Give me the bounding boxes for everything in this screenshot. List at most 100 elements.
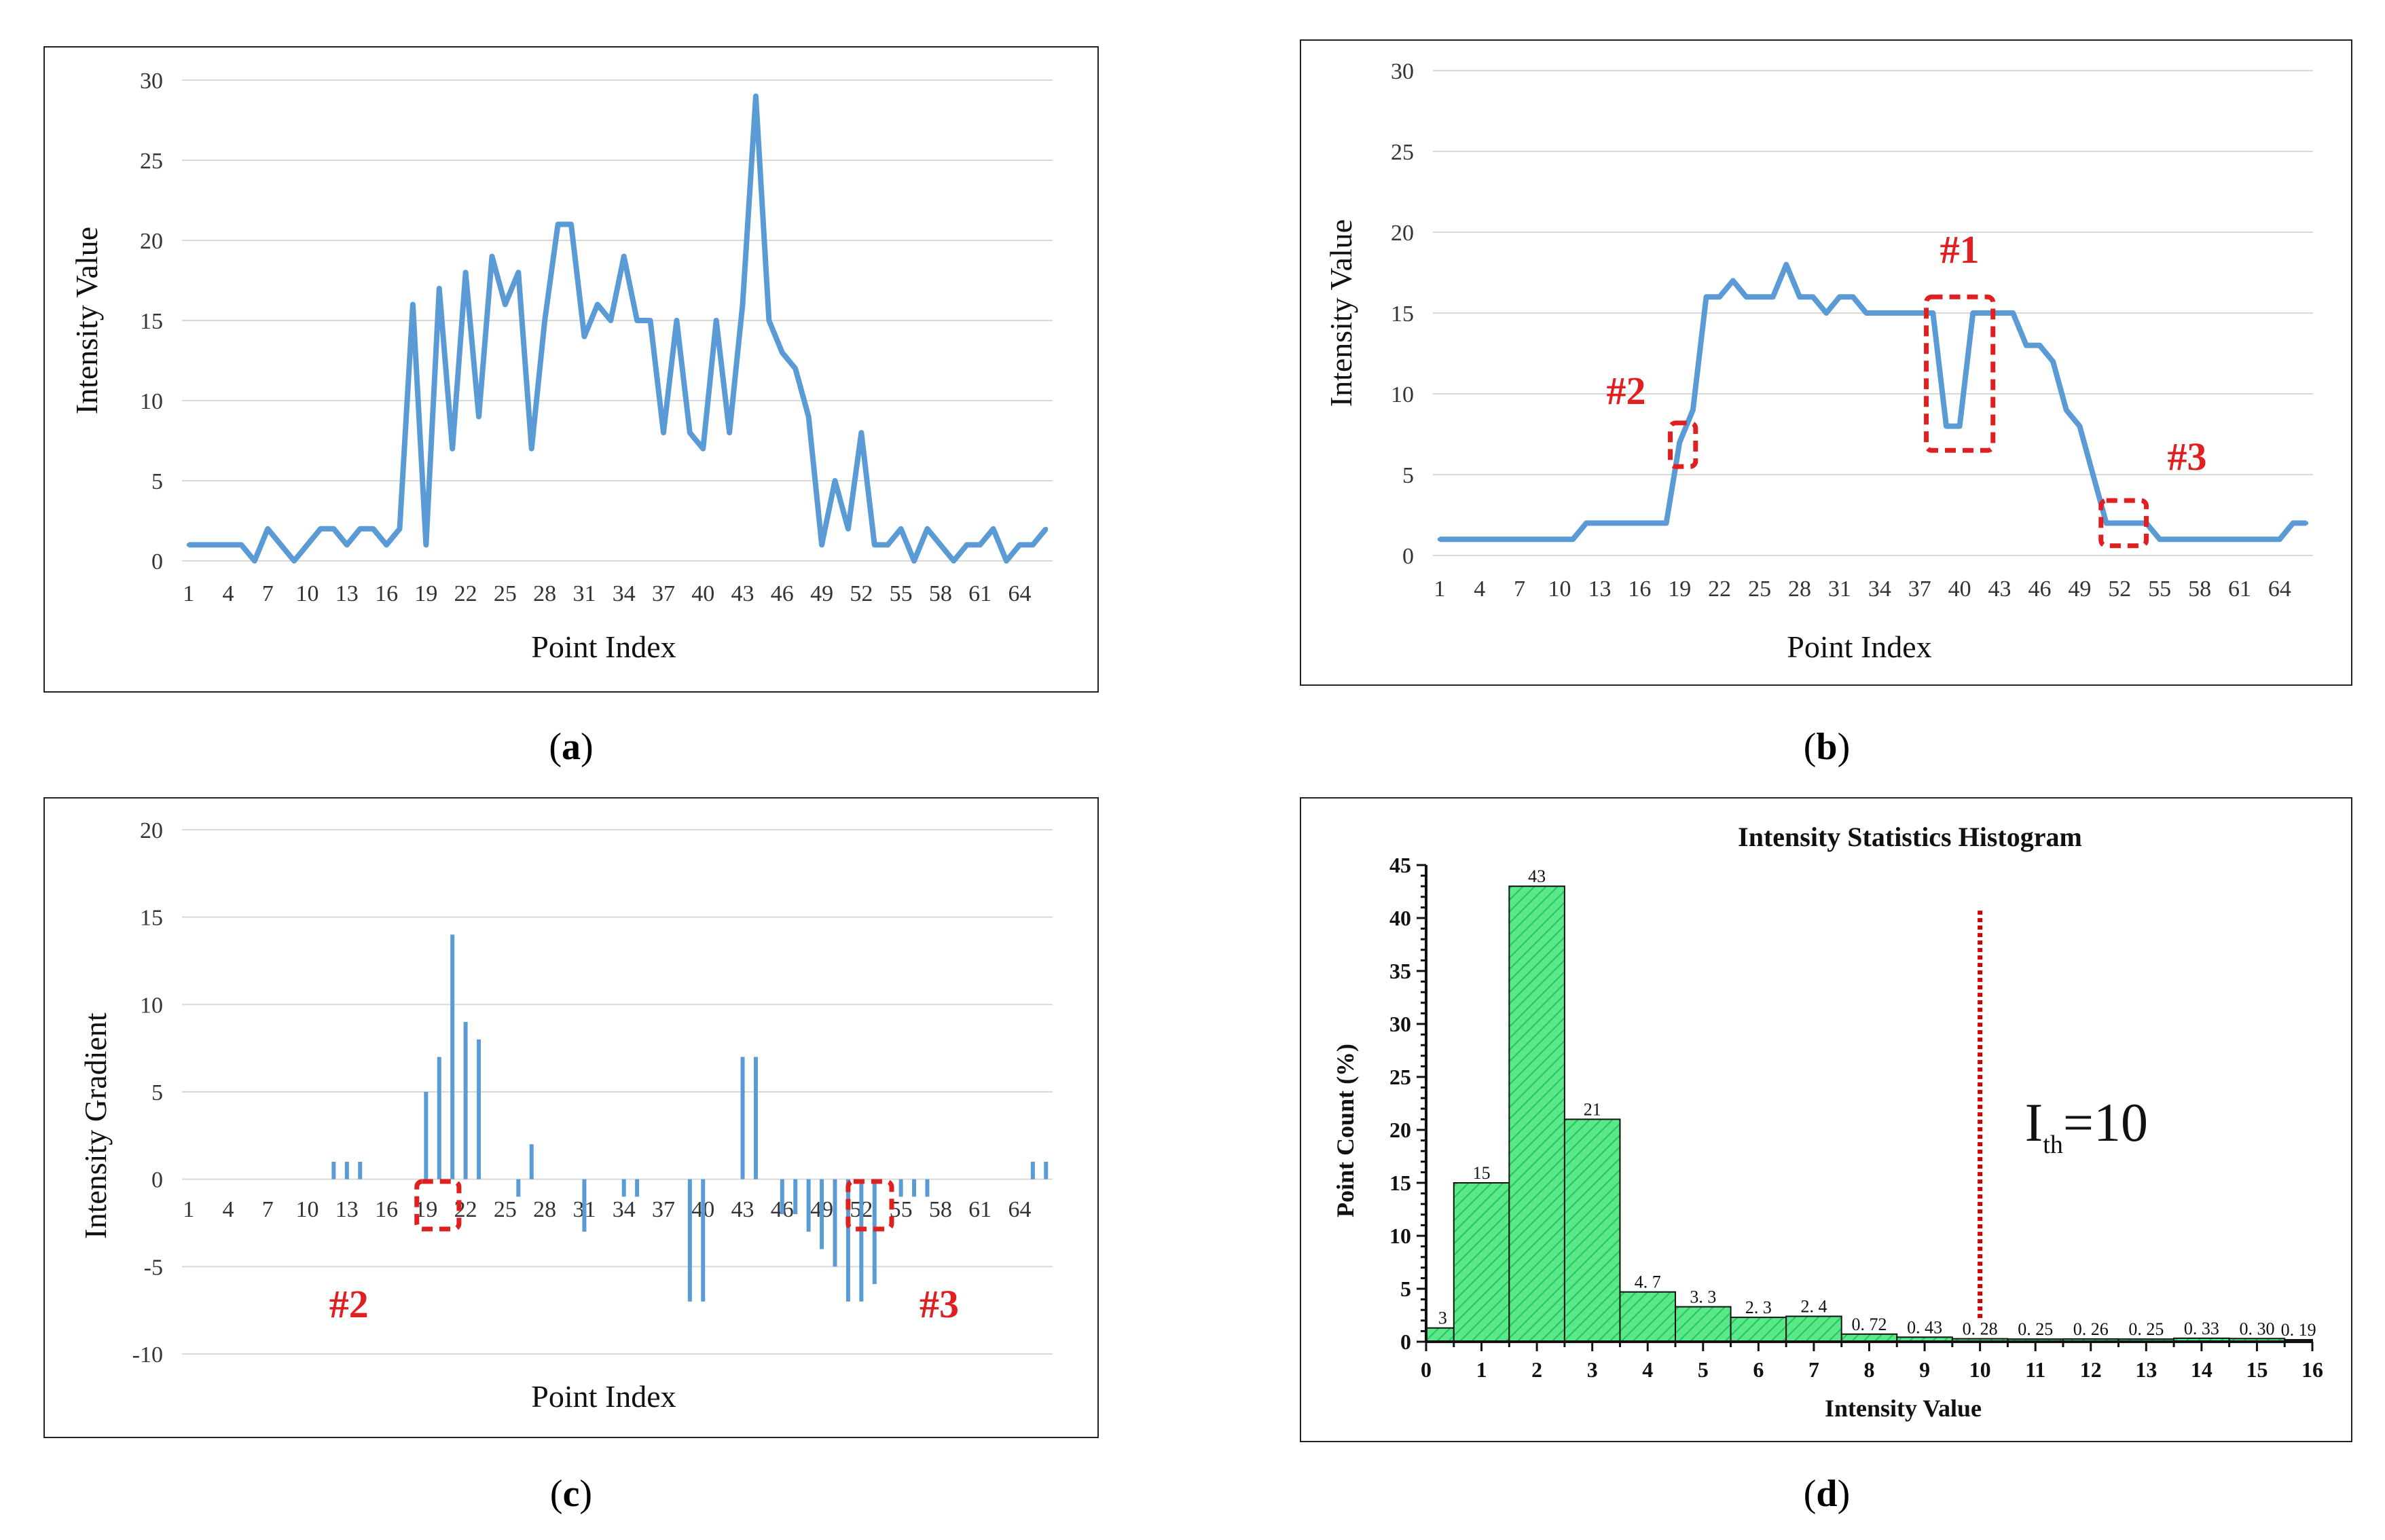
data-point bbox=[1877, 311, 1882, 315]
threshold-label: Ith=10 bbox=[2025, 1093, 2148, 1159]
y-tick-label: 30 bbox=[1389, 1012, 1411, 1036]
y-tick-label: 5 bbox=[151, 469, 163, 494]
y-tick-label: 10 bbox=[140, 993, 163, 1018]
x-tick-label: 3 bbox=[1587, 1357, 1598, 1382]
x-tick-label: 46 bbox=[771, 581, 794, 606]
data-point bbox=[2170, 537, 2175, 542]
x-tick-label: 14 bbox=[2191, 1357, 2213, 1382]
data-point bbox=[2091, 473, 2095, 477]
gradient-bar bbox=[463, 1022, 468, 1179]
data-label: 2. 3 bbox=[1745, 1298, 1772, 1317]
x-tick-label: 25 bbox=[494, 1197, 517, 1222]
data-point bbox=[225, 543, 230, 547]
data-point bbox=[1584, 521, 1588, 526]
x-tick-label: 55 bbox=[2148, 576, 2171, 602]
x-tick-label: 13 bbox=[2135, 1357, 2157, 1382]
x-tick-label: 28 bbox=[533, 1197, 556, 1222]
data-point bbox=[1557, 537, 1562, 542]
data-point bbox=[252, 559, 257, 563]
y-axis-label: Point Count (%) bbox=[1332, 1044, 1359, 1217]
data-point bbox=[1837, 295, 1842, 299]
x-tick-label: 28 bbox=[1788, 576, 1811, 602]
data-point bbox=[292, 559, 297, 563]
panel-b-frame bbox=[1300, 39, 2352, 686]
gradient-bar bbox=[845, 1179, 850, 1302]
gradient-bar bbox=[925, 1179, 930, 1197]
data-point bbox=[595, 302, 600, 307]
x-tick-label: 7 bbox=[1808, 1357, 1819, 1382]
data-point bbox=[1477, 537, 1482, 542]
data-point bbox=[1730, 278, 1735, 283]
x-tick-label: 25 bbox=[494, 581, 517, 606]
x-tick-label: 1 bbox=[1476, 1357, 1487, 1382]
data-point bbox=[859, 430, 864, 435]
gradient-bar bbox=[331, 1161, 336, 1179]
data-point bbox=[305, 543, 310, 547]
x-tick-label: 28 bbox=[533, 581, 556, 606]
data-label: 0. 33 bbox=[2184, 1319, 2219, 1338]
x-tick-label: 61 bbox=[2228, 576, 2251, 602]
data-point bbox=[1798, 295, 1802, 299]
data-point bbox=[1997, 311, 2002, 315]
gradient-bar bbox=[833, 1179, 837, 1267]
data-point bbox=[872, 543, 877, 547]
data-point bbox=[2184, 537, 2189, 542]
annotation-label: #2 bbox=[329, 1282, 369, 1326]
data-point bbox=[1744, 295, 1749, 299]
x-tick-label: 49 bbox=[810, 581, 833, 606]
data-point bbox=[886, 543, 890, 547]
panel-label-a: (a) bbox=[549, 726, 594, 768]
data-point bbox=[2238, 537, 2242, 542]
data-point bbox=[740, 302, 745, 307]
data-point bbox=[239, 543, 244, 547]
annotation-box bbox=[845, 1179, 894, 1232]
y-tick-label: 20 bbox=[1391, 221, 1414, 246]
chart-a: 0 5 10 15 20 25 30 1 4 7 10 13 16 19 22 25 28 31 34 37 40 43 4… bbox=[69, 69, 1053, 664]
y-tick-label: 10 bbox=[1391, 382, 1414, 407]
x-axis-label: Intensity Value bbox=[1825, 1395, 1982, 1422]
data-point bbox=[437, 286, 441, 291]
x-tick-label: 0 bbox=[1421, 1357, 1432, 1382]
gradient-bar bbox=[635, 1179, 640, 1197]
data-point bbox=[410, 302, 415, 307]
gradient-bar bbox=[344, 1161, 349, 1179]
data-label: 15 bbox=[1473, 1163, 1491, 1183]
data-label: 4. 7 bbox=[1635, 1272, 1661, 1292]
data-point bbox=[1758, 295, 1762, 299]
data-point bbox=[727, 430, 732, 435]
data-point bbox=[1624, 521, 1628, 526]
gradient-bar bbox=[477, 1039, 481, 1179]
x-tick-label: 10 bbox=[1969, 1357, 1991, 1382]
annotation-label: #3 bbox=[920, 1282, 959, 1326]
data-point bbox=[424, 543, 429, 547]
data-point bbox=[1651, 521, 1655, 526]
data-point bbox=[556, 222, 560, 227]
y-tick-label: 45 bbox=[1389, 853, 1411, 877]
data-label: 0. 25 bbox=[2128, 1319, 2164, 1339]
data-label: 3 bbox=[1438, 1308, 1447, 1328]
data-point bbox=[1464, 537, 1469, 542]
gradient-bar bbox=[358, 1161, 363, 1179]
data-point bbox=[213, 543, 217, 547]
data-label: 0. 25 bbox=[2018, 1319, 2053, 1339]
data-point bbox=[1517, 537, 1522, 542]
x-tick-label: 25 bbox=[1748, 576, 1771, 602]
chart-title: Intensity Statistics Histogram bbox=[1738, 822, 2082, 852]
data-point bbox=[806, 414, 811, 419]
data-point bbox=[1971, 311, 1976, 315]
data-point bbox=[1957, 424, 1962, 428]
data-point bbox=[793, 366, 798, 371]
data-point bbox=[516, 270, 521, 275]
x-tick-label: 37 bbox=[652, 581, 675, 606]
data-point bbox=[1597, 521, 1602, 526]
x-tick-label: 4 bbox=[222, 581, 234, 606]
x-tick-label: 49 bbox=[2068, 576, 2091, 602]
histogram-bar bbox=[1453, 1182, 1510, 1342]
data-point bbox=[978, 543, 983, 547]
panel-label-d: (d) bbox=[1803, 1473, 1851, 1515]
gradient-bar bbox=[450, 934, 455, 1179]
y-tick-label: 0 bbox=[151, 1168, 163, 1193]
data-point bbox=[845, 526, 850, 531]
data-point bbox=[2210, 537, 2215, 542]
histogram-bar bbox=[1619, 1291, 1677, 1343]
